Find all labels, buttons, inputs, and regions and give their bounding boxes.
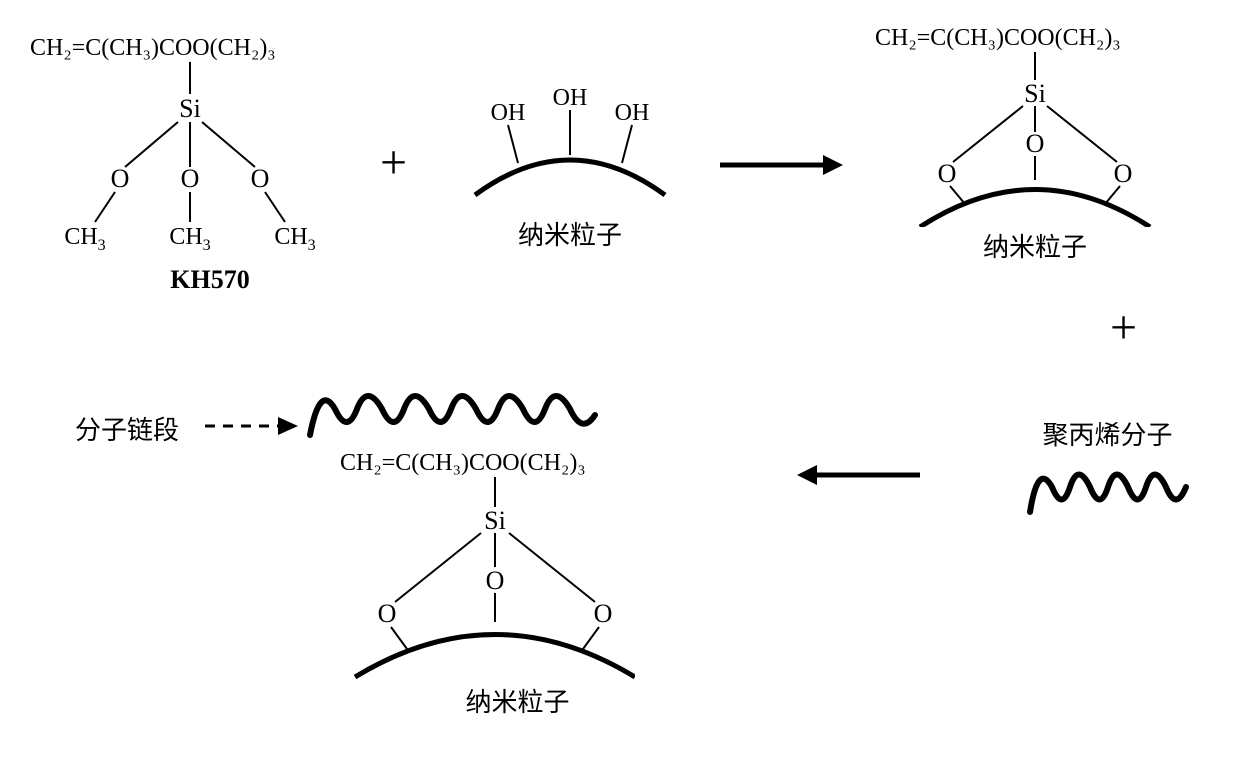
o-right: O bbox=[251, 164, 270, 193]
plus-1: + bbox=[380, 135, 407, 190]
si-atom: Si bbox=[179, 94, 201, 123]
o3-right: O bbox=[594, 599, 613, 628]
arrow-dashed bbox=[200, 413, 300, 439]
o-mid: O bbox=[181, 164, 200, 193]
final-product: CH₂=C(CH₃)COO(CH₂)₃ Si O O O 纳米粒子 bbox=[295, 375, 635, 719]
oh-mid: OH bbox=[553, 85, 588, 111]
nanoparticle-oh-label: 纳米粒子 bbox=[450, 215, 690, 252]
nanoparticle-si-formula: CH₂=C(CH₃)COO(CH₂)₃ bbox=[875, 25, 1155, 52]
o3-left: O bbox=[378, 599, 397, 628]
plus-2: + bbox=[1110, 300, 1137, 355]
kh570-name: KH570 bbox=[90, 265, 330, 295]
kh570-bonds: Si O O O CH3 CH3 CH3 bbox=[30, 62, 330, 257]
ch3-right: CH3 bbox=[274, 224, 315, 254]
chain-segment-label: 分子链段 bbox=[75, 410, 179, 447]
si-atom-2: Si bbox=[1024, 79, 1046, 108]
pp-molecule: 聚丙烯分子 bbox=[1020, 415, 1195, 527]
arrow-2 bbox=[775, 460, 925, 490]
o2-mid: O bbox=[1026, 129, 1045, 158]
o3-mid: O bbox=[486, 566, 505, 595]
pp-label: 聚丙烯分子 bbox=[1020, 415, 1195, 452]
reaction-diagram: CH₂=C(CH₃)COO(CH₂)₃ Si O O O CH3 CH3 CH3… bbox=[20, 20, 1219, 740]
si-atom-3: Si bbox=[484, 506, 506, 535]
nanoparticle-si-label: 纳米粒子 bbox=[915, 227, 1155, 264]
oh-right: OH bbox=[615, 100, 650, 126]
pp-squiggle bbox=[1020, 452, 1195, 522]
arrow-1 bbox=[715, 150, 845, 180]
kh570-structure: CH₂=C(CH₃)COO(CH₂)₃ Si O O O CH3 CH3 CH3… bbox=[30, 35, 330, 295]
nanoparticle-si: CH₂=C(CH₃)COO(CH₂)₃ Si O O O 纳米粒子 bbox=[875, 25, 1155, 264]
ch3-mid: CH3 bbox=[169, 224, 210, 254]
final-label: 纳米粒子 bbox=[400, 682, 635, 719]
o-left: O bbox=[111, 164, 130, 193]
oh-left: OH bbox=[491, 100, 526, 126]
o2-right: O bbox=[1114, 159, 1133, 188]
final-formula: CH₂=C(CH₃)COO(CH₂)₃ bbox=[340, 450, 635, 477]
final-svg: Si O O O bbox=[295, 477, 635, 682]
o2-left: O bbox=[938, 159, 957, 188]
ch3-left: CH3 bbox=[64, 224, 105, 254]
final-squiggle bbox=[305, 375, 625, 445]
kh570-formula: CH₂=C(CH₃)COO(CH₂)₃ bbox=[30, 35, 330, 62]
nanoparticle-si-svg: Si O O O bbox=[875, 52, 1155, 227]
nanoparticle-oh: OH OH OH 纳米粒子 bbox=[450, 85, 690, 252]
nanoparticle-oh-svg: OH OH OH bbox=[450, 85, 690, 225]
